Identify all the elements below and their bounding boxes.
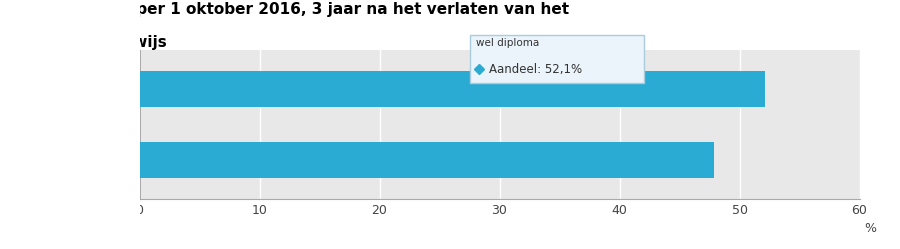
Text: wel diploma: wel diploma [475,38,539,48]
FancyBboxPatch shape [470,35,644,83]
Bar [140,142,715,178]
Text: Aandeel: 52,1%: Aandeel: 52,1% [489,62,581,75]
Bar [140,71,765,107]
Text: Diplomabezit per 1 oktober 2016, 3 jaar na het verlaten van het: Diplomabezit per 1 oktober 2016, 3 jaar … [18,2,569,17]
Text: praktijkonderwijs: praktijkonderwijs [18,35,167,50]
X-axis label: %: % [864,222,877,235]
